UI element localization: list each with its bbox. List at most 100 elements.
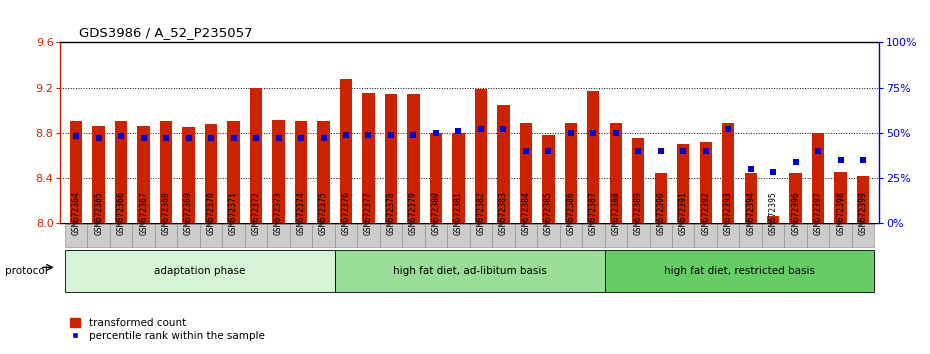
Point bbox=[248, 135, 263, 141]
Bar bbox=[587, 91, 600, 223]
Point bbox=[339, 132, 353, 137]
Point bbox=[204, 135, 219, 141]
Legend: transformed count, percentile rank within the sample: transformed count, percentile rank withi… bbox=[66, 314, 269, 345]
Point bbox=[676, 148, 691, 154]
Point bbox=[294, 135, 309, 141]
Text: GSM672394: GSM672394 bbox=[746, 192, 755, 235]
Bar bbox=[132, 224, 155, 247]
Bar bbox=[155, 224, 178, 247]
Bar bbox=[267, 224, 290, 247]
Bar bbox=[379, 224, 402, 247]
Bar bbox=[363, 93, 375, 223]
Point bbox=[833, 157, 848, 162]
Bar bbox=[425, 224, 447, 247]
Text: GSM672370: GSM672370 bbox=[206, 192, 216, 235]
Point bbox=[608, 130, 623, 136]
Bar bbox=[339, 79, 352, 223]
Text: GSM672366: GSM672366 bbox=[116, 192, 126, 235]
Bar bbox=[385, 95, 397, 223]
Point bbox=[361, 132, 376, 137]
Point bbox=[113, 133, 128, 139]
Text: GSM672378: GSM672378 bbox=[387, 192, 395, 235]
Bar bbox=[767, 216, 779, 223]
Point bbox=[226, 135, 241, 141]
Bar bbox=[722, 122, 735, 223]
Bar bbox=[317, 121, 330, 223]
Text: GSM672376: GSM672376 bbox=[341, 192, 351, 235]
Bar bbox=[335, 250, 604, 292]
Text: protocol: protocol bbox=[5, 266, 47, 276]
Text: GSM672371: GSM672371 bbox=[229, 192, 238, 235]
Bar bbox=[402, 224, 425, 247]
Point bbox=[765, 170, 780, 175]
Bar bbox=[604, 250, 874, 292]
Text: GSM672391: GSM672391 bbox=[679, 192, 688, 235]
Point bbox=[91, 135, 106, 141]
Bar bbox=[739, 224, 762, 247]
Bar bbox=[110, 224, 132, 247]
Point bbox=[451, 128, 466, 134]
Bar bbox=[498, 104, 510, 223]
Text: GSM672381: GSM672381 bbox=[454, 192, 463, 235]
Bar bbox=[245, 224, 267, 247]
Bar bbox=[672, 224, 695, 247]
Bar bbox=[115, 121, 127, 223]
Bar bbox=[807, 224, 830, 247]
Text: GSM672383: GSM672383 bbox=[498, 192, 508, 235]
Point bbox=[564, 130, 578, 136]
Bar bbox=[312, 224, 335, 247]
Point bbox=[383, 132, 398, 137]
Bar bbox=[790, 173, 802, 223]
Bar bbox=[560, 224, 582, 247]
Point bbox=[743, 166, 758, 172]
Bar bbox=[538, 224, 560, 247]
Text: GSM672372: GSM672372 bbox=[251, 192, 260, 235]
Text: GSM672384: GSM672384 bbox=[522, 192, 530, 235]
Point bbox=[811, 148, 826, 154]
Bar bbox=[655, 173, 667, 223]
Bar bbox=[762, 224, 784, 247]
Text: GSM672390: GSM672390 bbox=[657, 192, 665, 235]
Point bbox=[316, 135, 331, 141]
Bar bbox=[677, 144, 689, 223]
Text: GSM672377: GSM672377 bbox=[364, 192, 373, 235]
Bar bbox=[565, 122, 577, 223]
Text: GDS3986 / A_52_P235057: GDS3986 / A_52_P235057 bbox=[79, 26, 253, 39]
Bar bbox=[717, 224, 739, 247]
Point bbox=[406, 132, 421, 137]
Bar bbox=[200, 224, 222, 247]
Bar bbox=[542, 135, 554, 223]
Point bbox=[653, 148, 668, 154]
Bar bbox=[87, 224, 110, 247]
Bar bbox=[138, 126, 150, 223]
Point bbox=[272, 135, 286, 141]
Bar bbox=[632, 138, 644, 223]
Bar bbox=[492, 224, 514, 247]
Text: GSM672368: GSM672368 bbox=[162, 192, 170, 235]
Point bbox=[631, 148, 645, 154]
Bar bbox=[582, 224, 604, 247]
Bar bbox=[250, 88, 262, 223]
Point bbox=[473, 126, 488, 132]
Text: high fat diet, restricted basis: high fat diet, restricted basis bbox=[664, 266, 815, 276]
Bar bbox=[514, 224, 538, 247]
Text: GSM672375: GSM672375 bbox=[319, 192, 328, 235]
Bar bbox=[812, 133, 824, 223]
Bar bbox=[290, 224, 312, 247]
Bar bbox=[695, 224, 717, 247]
Text: GSM672364: GSM672364 bbox=[72, 192, 81, 235]
Bar bbox=[447, 224, 470, 247]
Point bbox=[586, 130, 601, 136]
Text: GSM672387: GSM672387 bbox=[589, 192, 598, 235]
Text: GSM672369: GSM672369 bbox=[184, 192, 193, 235]
Text: GSM672395: GSM672395 bbox=[769, 192, 777, 235]
Bar bbox=[699, 142, 711, 223]
Text: GSM672393: GSM672393 bbox=[724, 192, 733, 235]
Point bbox=[69, 133, 84, 139]
Text: GSM672365: GSM672365 bbox=[94, 192, 103, 235]
Text: GSM672382: GSM672382 bbox=[476, 192, 485, 235]
Bar bbox=[205, 124, 218, 223]
Bar bbox=[857, 176, 870, 223]
Point bbox=[496, 126, 511, 132]
Text: GSM672397: GSM672397 bbox=[814, 192, 823, 235]
